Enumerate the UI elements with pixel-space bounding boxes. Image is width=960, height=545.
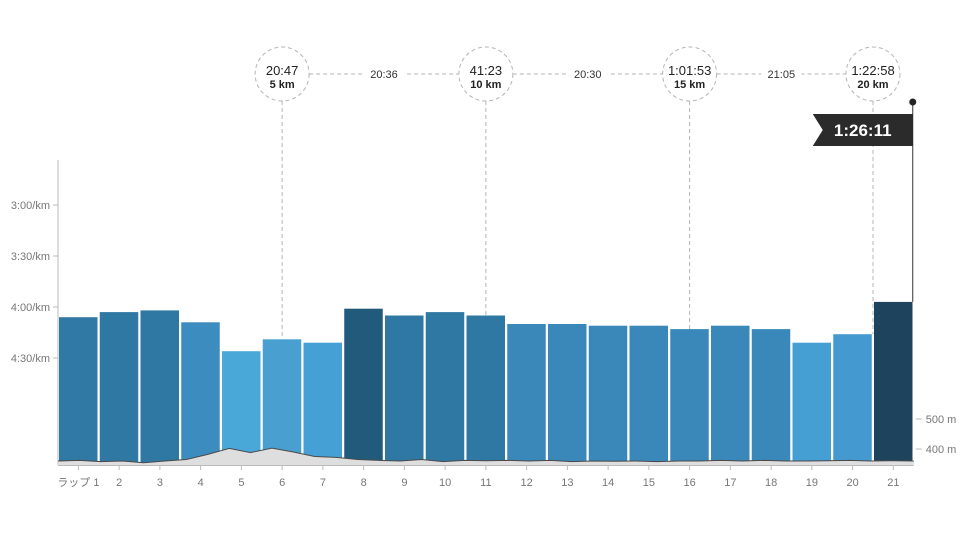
pace-bar — [99, 312, 139, 465]
pace-bar — [222, 351, 261, 465]
x-tick-label: 13 — [561, 477, 573, 489]
elevation-area — [58, 448, 914, 465]
x-tick-label: 4 — [198, 477, 204, 489]
pace-bar — [588, 325, 628, 465]
split-time: 1:01:53 — [668, 63, 711, 78]
interval-time: 20:36 — [370, 69, 398, 81]
elevation-tick-label: 500 m — [926, 414, 957, 426]
x-tick-label: 5 — [238, 477, 244, 489]
x-tick-label: 6 — [279, 477, 285, 489]
pace-bar — [385, 315, 424, 465]
split-circle — [458, 46, 514, 102]
pace-bar — [344, 308, 383, 465]
pace-bar — [874, 301, 913, 465]
x-tick-label: 10 — [439, 477, 451, 489]
split-circle — [662, 46, 718, 102]
interval-label-bg — [761, 66, 802, 82]
x-tick-label: 12 — [521, 477, 533, 489]
pace-bar — [59, 317, 98, 465]
pace-bar — [262, 339, 302, 465]
x-tick-label: 21 — [887, 477, 899, 489]
y-tick-label: 4:00/km — [11, 302, 50, 314]
split-time: 20:47 — [266, 63, 299, 78]
pace-bar — [711, 325, 750, 465]
split-time: 41:23 — [470, 63, 503, 78]
split-distance: 20 km — [857, 79, 888, 91]
y-tick-label: 4:30/km — [11, 353, 50, 365]
pace-bar — [425, 312, 465, 465]
pace-bar — [466, 315, 505, 465]
y-tick-label: 3:30/km — [11, 251, 50, 263]
pace-bar — [833, 334, 872, 465]
interval-time: 21:05 — [768, 69, 796, 81]
split-circle — [254, 46, 310, 102]
interval-time: 20:30 — [574, 69, 602, 81]
pace-bar — [548, 324, 587, 465]
finish-time: 1:26:11 — [834, 121, 892, 140]
y-tick-label: 3:00/km — [11, 200, 50, 212]
pace-bar — [507, 324, 546, 465]
elevation-line — [57, 447, 914, 464]
x-tick-label: 9 — [401, 477, 407, 489]
x-tick-label: 7 — [320, 477, 326, 489]
split-distance: 5 km — [270, 79, 295, 91]
x-tick-label: 15 — [643, 477, 655, 489]
x-tick-label: 14 — [602, 477, 614, 489]
elevation-tick-label: 400 m — [926, 444, 957, 456]
pace-bar — [303, 342, 342, 465]
x-tick-label: 18 — [765, 477, 777, 489]
x-tick-label: 8 — [361, 477, 367, 489]
pace-bar — [751, 329, 791, 465]
pace-bar — [670, 329, 709, 465]
x-tick-label: 20 — [847, 477, 859, 489]
finish-flag-knob — [909, 98, 917, 106]
x-tick-label: 2 — [116, 477, 122, 489]
split-distance: 15 km — [674, 79, 705, 91]
split-time: 1:22:58 — [851, 63, 894, 78]
split-distance: 10 km — [470, 79, 501, 91]
x-tick-label: 16 — [684, 477, 696, 489]
x-tick-label: 19 — [806, 477, 818, 489]
x-tick-label: 11 — [480, 477, 491, 489]
interval-label-bg — [364, 66, 404, 82]
pace-bar — [181, 322, 220, 465]
x-tick-label: 3 — [157, 477, 163, 489]
x-tick-label: ラップ 1 — [57, 476, 99, 489]
pace-bar — [140, 310, 179, 465]
split-circle — [845, 46, 901, 102]
x-tick-label: 17 — [724, 477, 736, 489]
pace-bar — [629, 325, 668, 465]
interval-label-bg — [567, 66, 608, 82]
pace-bar — [792, 342, 831, 465]
finish-flag — [812, 114, 913, 146]
